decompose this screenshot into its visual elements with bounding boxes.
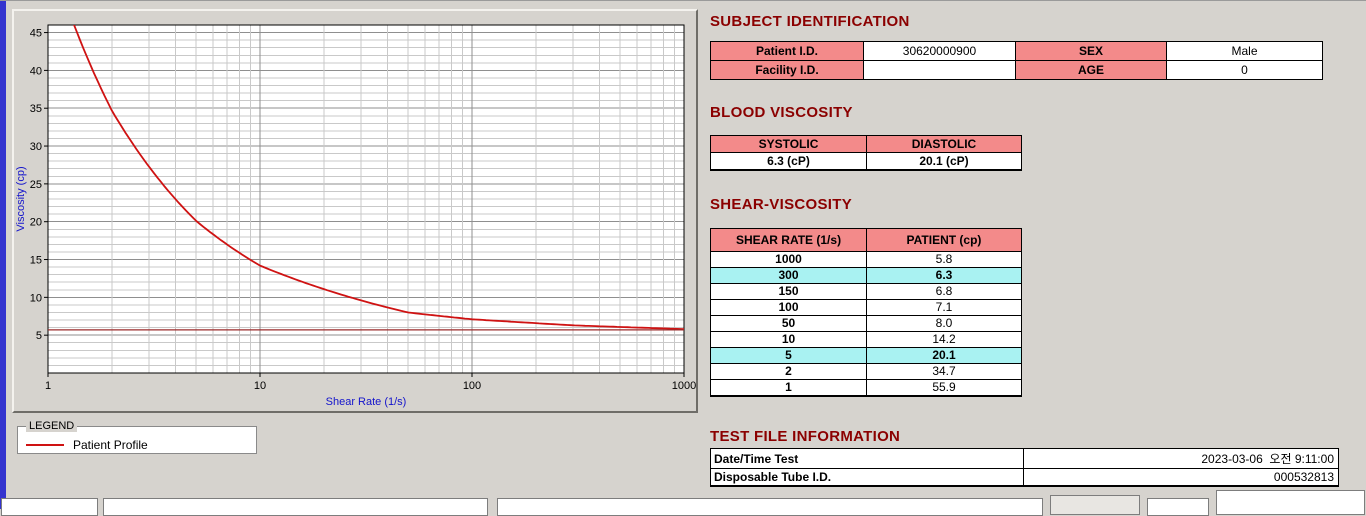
patient-value: 8.0 [866,315,1022,332]
patient-column-header: PATIENT (cp) [866,228,1022,252]
sex-value: Male [1166,41,1323,61]
legend-entry-label: Patient Profile [73,438,148,452]
left-window-edge [0,1,6,509]
svg-text:100: 100 [463,380,481,392]
patient-id-value: 30620000900 [863,41,1016,61]
facility-id-label: Facility I.D. [710,60,864,80]
table-row: 50 8.0 [710,315,1022,332]
svg-text:45: 45 [30,28,42,40]
diastolic-label: DIASTOLIC [866,135,1022,153]
shear-rate-value: 1 [710,379,867,397]
shear-rate-value: 100 [710,299,867,316]
svg-text:20: 20 [30,217,42,229]
age-value: 0 [1166,60,1323,80]
shear-viscosity-table: SHEAR RATE (1/s) PATIENT (cp) 1000 5.8 3… [710,228,1022,397]
shear-rate-value: 300 [710,267,867,284]
svg-text:1: 1 [45,380,51,392]
shear-rate-value: 1000 [710,251,867,268]
sex-label: SEX [1015,41,1167,61]
table-row: Patient I.D. 30620000900 SEX Male [710,41,1323,61]
patient-value: 7.1 [866,299,1022,316]
blood-viscosity-table: SYSTOLIC DIASTOLIC 6.3 (cP) 20.1 (cP) [710,135,1022,171]
table-row: Disposable Tube I.D. 000532813 [710,468,1339,487]
table-row-highlighted: 5 20.1 [710,347,1022,364]
date-time-test-value: 2023-03-06 오전 9:11:00 [1023,448,1339,469]
facility-id-value [863,60,1016,80]
disposable-tube-id-label: Disposable Tube I.D. [710,468,1024,487]
bottom-cutoff-panel [1147,498,1209,516]
svg-text:5: 5 [36,330,42,342]
svg-text:15: 15 [30,255,42,267]
info-panel: SUBJECT IDENTIFICATION Patient I.D. 3062… [710,1,1358,509]
table-row: 1 55.9 [710,379,1022,397]
viscosity-chart-panel: 5 10 15 20 25 30 35 40 45 1 10 100 1000 Shear Rate (1… [12,9,698,413]
table-row: 10 14.2 [710,331,1022,348]
table-row: 100 7.1 [710,299,1022,316]
patient-id-label: Patient I.D. [710,41,864,61]
svg-text:10: 10 [254,380,266,392]
systolic-value: 6.3 (cP) [710,152,867,171]
shear-rate-column-header: SHEAR RATE (1/s) [710,228,867,252]
svg-text:30: 30 [30,141,42,153]
table-row: 2 34.7 [710,363,1022,380]
legend-box: LEGEND Patient Profile [17,420,257,454]
shear-rate-value: 2 [710,363,867,380]
patient-value: 34.7 [866,363,1022,380]
shear-rate-value: 150 [710,283,867,300]
svg-text:25: 25 [30,179,42,191]
svg-text:Viscosity (cp): Viscosity (cp) [15,166,27,231]
table-row-highlighted: 300 6.3 [710,267,1022,284]
shear-viscosity-heading: SHEAR-VISCOSITY [710,196,853,213]
svg-text:Shear Rate (1/s): Shear Rate (1/s) [326,396,407,408]
svg-text:40: 40 [30,65,42,77]
age-label: AGE [1015,60,1167,80]
test-file-information-heading: TEST FILE INFORMATION [710,428,901,445]
shear-viscosity-chart: 5 10 15 20 25 30 35 40 45 1 10 100 1000 Shear Rate (1… [15,24,696,408]
diastolic-value: 20.1 (cP) [866,152,1022,171]
date-time-test-label: Date/Time Test [710,448,1024,469]
bottom-cutoff-panel [1050,495,1140,515]
legend-entry: Patient Profile [26,436,248,454]
table-row: Date/Time Test 2023-03-06 오전 9:11:00 [710,448,1339,469]
patient-value: 14.2 [866,331,1022,348]
patient-profile-line-icon [26,444,64,446]
bottom-cutoff-panel [103,498,488,516]
shear-rate-value: 50 [710,315,867,332]
systolic-label: SYSTOLIC [710,135,867,153]
patient-value: 6.8 [866,283,1022,300]
subject-identification-heading: SUBJECT IDENTIFICATION [710,13,910,30]
table-row: 6.3 (cP) 20.1 (cP) [710,152,1022,171]
patient-value: 6.3 [866,267,1022,284]
blood-viscosity-heading: BLOOD VISCOSITY [710,104,853,121]
svg-text:1000: 1000 [672,380,696,392]
subject-identification-table: Patient I.D. 30620000900 SEX Male Facili… [710,41,1323,80]
patient-value: 5.8 [866,251,1022,268]
bottom-cutoff-panel [1,498,98,516]
patient-value: 20.1 [866,347,1022,364]
table-row: SYSTOLIC DIASTOLIC [710,135,1022,153]
shear-rate-value: 5 [710,347,867,364]
patient-value: 55.9 [866,379,1022,397]
table-header-row: SHEAR RATE (1/s) PATIENT (cp) [710,228,1022,252]
svg-text:35: 35 [30,103,42,115]
table-row: 1000 5.8 [710,251,1022,268]
table-row: Facility I.D. AGE 0 [710,60,1323,80]
shear-rate-value: 10 [710,331,867,348]
bottom-cutoff-panel [1216,490,1365,515]
table-row: 150 6.8 [710,283,1022,300]
test-file-information-table: Date/Time Test 2023-03-06 오전 9:11:00 Dis… [710,448,1339,487]
disposable-tube-id-value: 000532813 [1023,468,1339,487]
svg-text:10: 10 [30,292,42,304]
legend-title: LEGEND [26,420,78,432]
bottom-cutoff-panel [497,498,1043,516]
